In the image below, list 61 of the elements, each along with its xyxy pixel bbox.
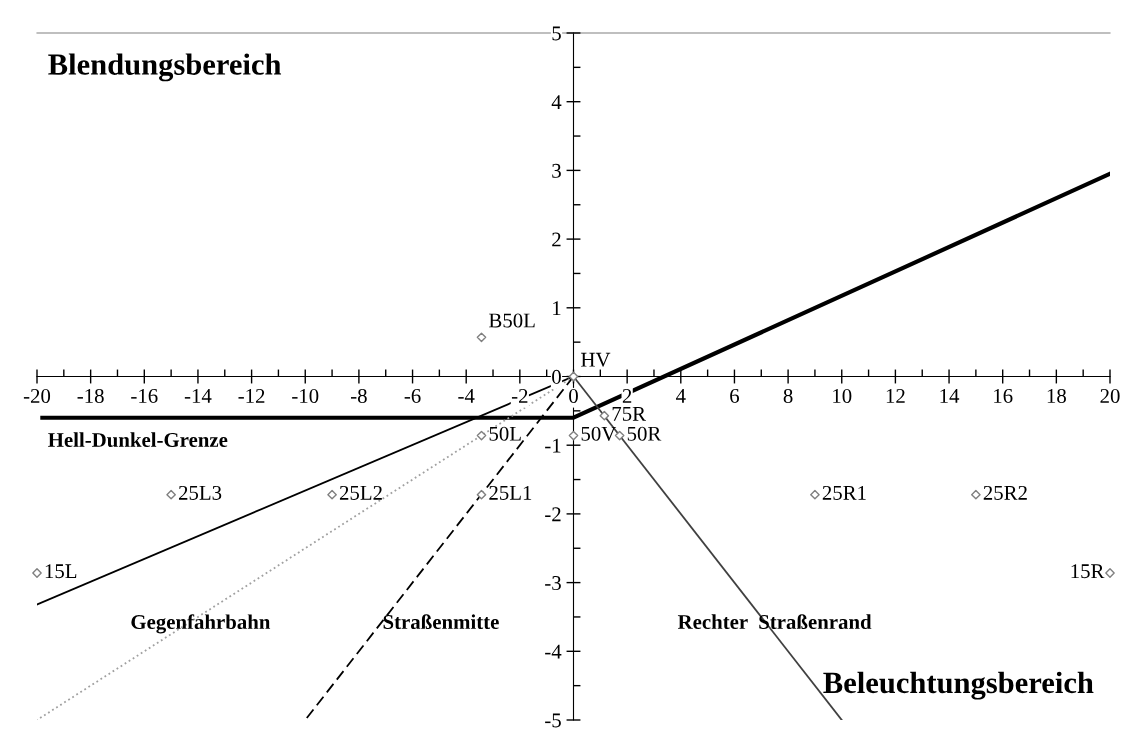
annotation: 25R2 [983, 485, 1027, 500]
point [971, 489, 981, 500]
x-tick-label: 0 [569, 388, 578, 403]
point [166, 489, 176, 500]
y-tick-label: 0 [552, 369, 561, 384]
y-tick-label: -5 [545, 713, 561, 728]
annotation: 75R [612, 407, 646, 421]
annotation: 25L2 [339, 485, 382, 500]
y-tick-label: 1 [553, 301, 561, 316]
annotation: B50L [489, 313, 535, 328]
x-tick-label: 14 [940, 389, 960, 403]
x-tick-label: -16 [131, 388, 158, 403]
annotation: 25R1 [822, 485, 866, 500]
y-tick-label: -2 [545, 507, 561, 522]
x-tick-label: 8 [783, 388, 793, 403]
x-tick-label: -10 [292, 388, 319, 403]
annotation: Blendungsbereich [48, 53, 282, 82]
annotation: Straßenmitte [383, 614, 499, 630]
y-tick-label: 3 [552, 163, 561, 178]
point [327, 489, 337, 500]
x-tick-label: 10 [833, 388, 852, 403]
y-tick-label: 2 [552, 232, 561, 247]
annotation: 25L1 [489, 485, 532, 500]
annotation: 50V [581, 426, 617, 441]
annotation: 50R [627, 426, 662, 441]
y-tick-label: -4 [545, 644, 562, 659]
y-tick-label: -3 [545, 576, 561, 591]
annotation: 50L [489, 426, 521, 441]
annotation: Beleuchtungsbereich [823, 671, 1094, 700]
x-tick-label: -14 [184, 389, 212, 403]
x-tick-label: 18 [1047, 388, 1066, 403]
point [476, 430, 487, 441]
x-tick-label: -6 [404, 388, 421, 403]
annotation: 15R [1071, 564, 1105, 579]
x-tick-label: 4 [676, 389, 686, 403]
x-tick-label: 6 [730, 388, 740, 403]
point [476, 489, 487, 500]
x-tick-label: 20 [1100, 388, 1120, 403]
point [599, 410, 610, 421]
point [476, 332, 487, 343]
annotation: Gegenfahrbahn [131, 614, 271, 634]
annotation: HV [581, 352, 611, 367]
point [568, 430, 579, 441]
x-tick-label: -18 [77, 388, 104, 403]
annotation: Hell-Dunkel-Grenze [48, 432, 228, 448]
x-tick-label: -12 [238, 388, 265, 403]
y-tick-label: 4 [551, 95, 562, 109]
y-tick-label: -1 [545, 438, 561, 453]
point [810, 489, 820, 500]
y-tick-label: 5 [552, 26, 561, 41]
x-tick-label: 2 [622, 388, 632, 403]
point [32, 568, 42, 578]
x-tick-label: -4 [458, 389, 475, 403]
x-tick-label: -20 [23, 388, 51, 403]
x-tick-label: 12 [886, 388, 905, 403]
x-tick-label: 16 [994, 388, 1013, 403]
x-tick-label: -8 [351, 388, 367, 403]
annotation: 15L [45, 564, 77, 579]
point [1105, 568, 1115, 578]
annotation: 25L3 [178, 485, 222, 500]
x-tick-label: -2 [511, 388, 528, 403]
